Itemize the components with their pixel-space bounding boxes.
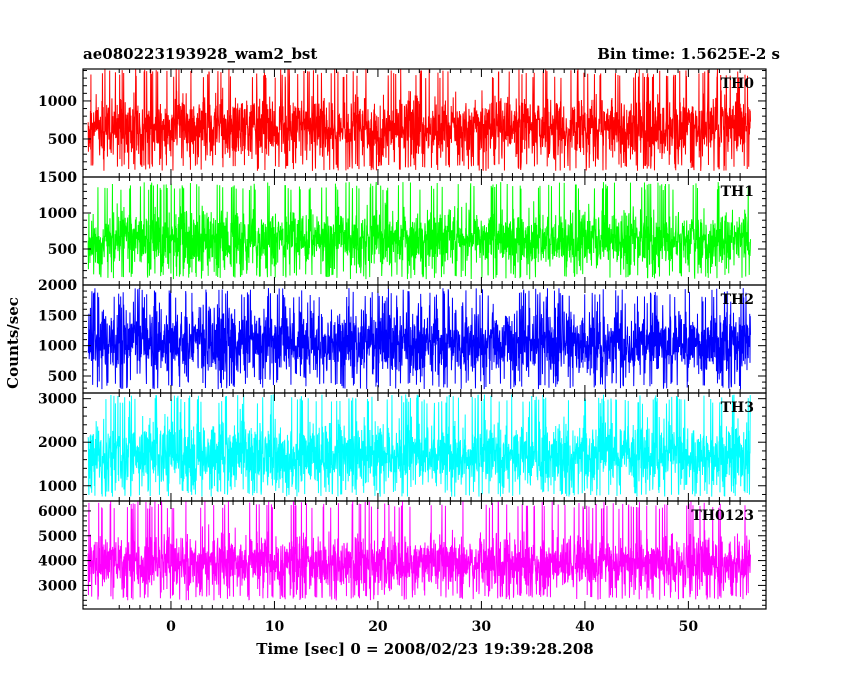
series-th0123-line xyxy=(87,501,751,601)
y-tick-label: 5000 xyxy=(38,529,77,545)
series-th0-line xyxy=(87,69,751,171)
x-tick-label: 40 xyxy=(575,619,595,635)
x-tick-label: 10 xyxy=(265,619,285,635)
series-th1-line xyxy=(87,182,751,280)
y-tick-label: 1000 xyxy=(38,339,77,355)
y-tick-label: 3000 xyxy=(38,578,77,594)
x-axis-label: Time [sec] 0 = 2008/02/23 19:39:28.208 xyxy=(256,640,593,658)
y-tick-label: 500 xyxy=(48,369,77,385)
panel-label-th2: TH2 xyxy=(721,292,754,308)
x-tick-label: 30 xyxy=(472,619,492,635)
y-tick-label: 1500 xyxy=(38,308,77,324)
panel-th3: 1000 2000 3000 TH3 xyxy=(38,392,767,502)
x-tick-label: 0 xyxy=(166,619,176,635)
y-tick-label: 4000 xyxy=(38,554,77,570)
y-tick-label: 1000 xyxy=(38,94,77,110)
y-axis-label: Counts/sec xyxy=(4,297,22,389)
panel-th0: 0 500 1000 TH0 xyxy=(38,68,767,186)
y-tick-label: 500 xyxy=(48,132,77,148)
panel-label-th0: TH0 xyxy=(721,76,755,92)
bin-time-label: Bin time: 1.5625E-2 s xyxy=(597,45,780,63)
y-tick-label: 1000 xyxy=(38,206,77,222)
x-tick-label: 50 xyxy=(679,619,699,635)
panel-frame xyxy=(82,500,767,610)
panel-label-th0123: TH0123 xyxy=(691,508,754,524)
x-axis: 0 10 20 30 40 50 xyxy=(166,619,698,635)
y-tick-label: 2000 xyxy=(38,435,77,451)
panel-label-th1: TH1 xyxy=(721,184,754,200)
panel-th0123: 3000 4000 5000 6000 TH0123 xyxy=(38,500,767,610)
series-th2-line xyxy=(87,288,751,390)
series-th3-line xyxy=(87,394,751,497)
x-tick-label: 20 xyxy=(368,619,388,635)
panels-group: 0 500 1000 TH0 0 500 1000 1500 TH1 500 1000 1500 200… xyxy=(38,68,767,610)
panel-label-th3: TH3 xyxy=(721,400,754,416)
y-tick-label: 3000 xyxy=(38,392,77,408)
y-tick-label: 1000 xyxy=(38,479,77,495)
y-tick-label: 0 xyxy=(67,278,77,294)
panel-th1: 0 500 1000 1500 TH1 xyxy=(38,170,767,294)
chart-title: ae080223193928_wam2_bst xyxy=(83,45,317,63)
y-tick-label: 0 xyxy=(67,170,77,186)
panel-th2: 500 1000 1500 2000 TH2 xyxy=(38,278,767,394)
y-tick-label: 500 xyxy=(48,242,77,258)
y-tick-label: 1500 xyxy=(38,170,77,186)
y-tick-label: 6000 xyxy=(38,504,77,520)
y-tick-label: 2000 xyxy=(38,278,77,294)
